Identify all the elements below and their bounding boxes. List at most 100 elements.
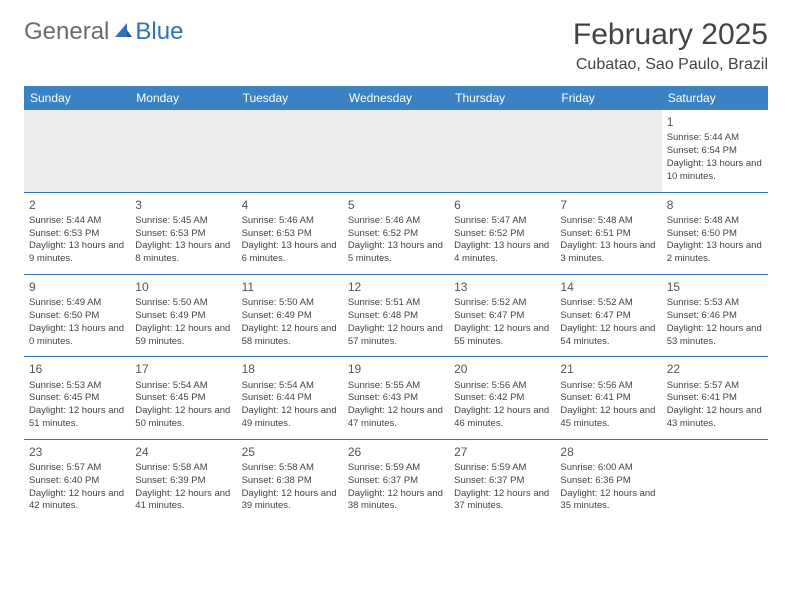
day-of-week-header: Thursday	[449, 86, 555, 110]
day-number: 24	[135, 444, 231, 460]
day-info: Sunrise: 5:56 AMSunset: 6:41 PMDaylight:…	[560, 380, 656, 431]
day-number: 16	[29, 361, 125, 377]
day-number: 22	[667, 361, 763, 377]
day-info: Sunrise: 5:44 AMSunset: 6:53 PMDaylight:…	[29, 215, 125, 266]
day-info: Sunrise: 5:58 AMSunset: 6:38 PMDaylight:…	[242, 462, 338, 513]
day-number: 13	[454, 279, 550, 295]
day-of-week-header: Friday	[555, 86, 661, 110]
day-number: 23	[29, 444, 125, 460]
calendar-cell: 22Sunrise: 5:57 AMSunset: 6:41 PMDayligh…	[662, 357, 768, 439]
calendar-cell: 12 Sunrise: 5:51 AMSunset: 6:48 PMDayligh…	[343, 274, 449, 356]
day-info: Sunrise: 5:52 AMSunset: 6:47 PMDaylight:…	[454, 297, 550, 348]
day-info: Sunrise: 5:46 AMSunset: 6:53 PMDaylight:…	[242, 215, 338, 266]
calendar-cell: 15 Sunrise: 5:53 AMSunset: 6:46 PMDayligh…	[662, 274, 768, 356]
day-number: 1	[667, 114, 763, 130]
calendar-week: 23 Sunrise: 5:57 AMSunset: 6:40 PMDayligh…	[24, 439, 768, 521]
day-number: 14	[560, 279, 656, 295]
day-number: 15	[667, 279, 763, 295]
day-info: Sunrise: 5:55 AMSunset: 6:43 PMDaylight:…	[348, 380, 444, 431]
title-block: February 2025 Cubatao, Sao Paulo, Brazil	[573, 18, 768, 74]
day-info: Sunrise: 5:53 AMSunset: 6:46 PMDaylight:…	[667, 297, 763, 348]
day-number: 8	[667, 197, 763, 213]
logo-text-general: General	[24, 18, 109, 46]
day-info: Sunrise: 5:58 AMSunset: 6:39 PMDaylight:…	[135, 462, 231, 513]
calendar-cell	[555, 110, 661, 192]
day-number: 21	[560, 361, 656, 377]
day-number: 4	[242, 197, 338, 213]
day-number: 10	[135, 279, 231, 295]
day-number: 5	[348, 197, 444, 213]
day-info: Sunrise: 5:57 AMSunset: 6:40 PMDaylight:…	[29, 462, 125, 513]
day-number: 27	[454, 444, 550, 460]
day-info: Sunrise: 5:52 AMSunset: 6:47 PMDaylight:…	[560, 297, 656, 348]
day-number: 26	[348, 444, 444, 460]
day-number: 12	[348, 279, 444, 295]
day-number: 20	[454, 361, 550, 377]
calendar-cell: 2 Sunrise: 5:44 AMSunset: 6:53 PMDaylight…	[24, 192, 130, 274]
logo: General Blue	[24, 18, 183, 46]
calendar-cell: 11 Sunrise: 5:50 AMSunset: 6:49 PMDayligh…	[237, 274, 343, 356]
calendar-cell: 27 Sunrise: 5:59 AMSunset: 6:37 PMDayligh…	[449, 439, 555, 521]
calendar-cell: 23 Sunrise: 5:57 AMSunset: 6:40 PMDayligh…	[24, 439, 130, 521]
calendar-cell: 16 Sunrise: 5:53 AMSunset: 6:45 PMDayligh…	[24, 357, 130, 439]
calendar-week: 2 Sunrise: 5:44 AMSunset: 6:53 PMDaylight…	[24, 192, 768, 274]
day-number: 18	[242, 361, 338, 377]
day-info: Sunrise: 5:54 AMSunset: 6:44 PMDaylight:…	[242, 380, 338, 431]
day-info: Sunrise: 5:48 AMSunset: 6:51 PMDaylight:…	[560, 215, 656, 266]
calendar-cell	[662, 439, 768, 521]
day-info: Sunrise: 5:59 AMSunset: 6:37 PMDaylight:…	[454, 462, 550, 513]
day-number: 7	[560, 197, 656, 213]
calendar-week: 1Sunrise: 5:44 AMSunset: 6:54 PMDaylight…	[24, 110, 768, 192]
calendar-cell: 3 Sunrise: 5:45 AMSunset: 6:53 PMDaylight…	[130, 192, 236, 274]
calendar-cell: 26 Sunrise: 5:59 AMSunset: 6:37 PMDayligh…	[343, 439, 449, 521]
calendar-table: SundayMondayTuesdayWednesdayThursdayFrid…	[24, 86, 768, 521]
calendar-cell	[130, 110, 236, 192]
day-number: 19	[348, 361, 444, 377]
calendar-cell: 24 Sunrise: 5:58 AMSunset: 6:39 PMDayligh…	[130, 439, 236, 521]
day-of-week-row: SundayMondayTuesdayWednesdayThursdayFrid…	[24, 86, 768, 110]
calendar-cell: 4 Sunrise: 5:46 AMSunset: 6:53 PMDaylight…	[237, 192, 343, 274]
day-of-week-header: Monday	[130, 86, 236, 110]
calendar-week: 9 Sunrise: 5:49 AMSunset: 6:50 PMDaylight…	[24, 274, 768, 356]
day-info: Sunrise: 5:45 AMSunset: 6:53 PMDaylight:…	[135, 215, 231, 266]
day-info: Sunrise: 5:51 AMSunset: 6:48 PMDaylight:…	[348, 297, 444, 348]
day-number: 25	[242, 444, 338, 460]
day-info: Sunrise: 5:54 AMSunset: 6:45 PMDaylight:…	[135, 380, 231, 431]
calendar-week: 16 Sunrise: 5:53 AMSunset: 6:45 PMDayligh…	[24, 357, 768, 439]
calendar-cell: 28Sunrise: 6:00 AMSunset: 6:36 PMDayligh…	[555, 439, 661, 521]
day-info: Sunrise: 5:50 AMSunset: 6:49 PMDaylight:…	[242, 297, 338, 348]
calendar-cell	[449, 110, 555, 192]
calendar-cell	[24, 110, 130, 192]
day-info: Sunrise: 5:59 AMSunset: 6:37 PMDaylight:…	[348, 462, 444, 513]
logo-text-blue: Blue	[135, 18, 183, 46]
calendar-cell: 13 Sunrise: 5:52 AMSunset: 6:47 PMDayligh…	[449, 274, 555, 356]
day-number: 11	[242, 279, 338, 295]
logo-sail-icon	[113, 21, 133, 44]
day-of-week-header: Sunday	[24, 86, 130, 110]
day-info: Sunrise: 5:49 AMSunset: 6:50 PMDaylight:…	[29, 297, 125, 348]
calendar-cell: 6Sunrise: 5:47 AMSunset: 6:52 PMDaylight…	[449, 192, 555, 274]
day-of-week-header: Tuesday	[237, 86, 343, 110]
calendar-cell: 5 Sunrise: 5:46 AMSunset: 6:52 PMDaylight…	[343, 192, 449, 274]
day-info: Sunrise: 6:00 AMSunset: 6:36 PMDaylight:…	[560, 462, 656, 513]
day-info: Sunrise: 5:46 AMSunset: 6:52 PMDaylight:…	[348, 215, 444, 266]
day-number: 3	[135, 197, 231, 213]
calendar-cell: 9 Sunrise: 5:49 AMSunset: 6:50 PMDaylight…	[24, 274, 130, 356]
day-number: 2	[29, 197, 125, 213]
calendar-cell	[343, 110, 449, 192]
calendar-body: 1Sunrise: 5:44 AMSunset: 6:54 PMDaylight…	[24, 110, 768, 521]
day-info: Sunrise: 5:56 AMSunset: 6:42 PMDaylight:…	[454, 380, 550, 431]
calendar-cell: 21 Sunrise: 5:56 AMSunset: 6:41 PMDayligh…	[555, 357, 661, 439]
calendar-cell: 1Sunrise: 5:44 AMSunset: 6:54 PMDaylight…	[662, 110, 768, 192]
calendar-cell: 20 Sunrise: 5:56 AMSunset: 6:42 PMDayligh…	[449, 357, 555, 439]
header: General Blue February 2025 Cubatao, Sao …	[24, 18, 768, 74]
day-info: Sunrise: 5:53 AMSunset: 6:45 PMDaylight:…	[29, 380, 125, 431]
day-number: 9	[29, 279, 125, 295]
day-info: Sunrise: 5:48 AMSunset: 6:50 PMDaylight:…	[667, 215, 763, 266]
calendar-cell: 25 Sunrise: 5:58 AMSunset: 6:38 PMDayligh…	[237, 439, 343, 521]
calendar-cell: 10Sunrise: 5:50 AMSunset: 6:49 PMDayligh…	[130, 274, 236, 356]
month-title: February 2025	[573, 18, 768, 52]
calendar-cell: 7 Sunrise: 5:48 AMSunset: 6:51 PMDaylight…	[555, 192, 661, 274]
day-of-week-header: Wednesday	[343, 86, 449, 110]
calendar-cell: 18 Sunrise: 5:54 AMSunset: 6:44 PMDayligh…	[237, 357, 343, 439]
